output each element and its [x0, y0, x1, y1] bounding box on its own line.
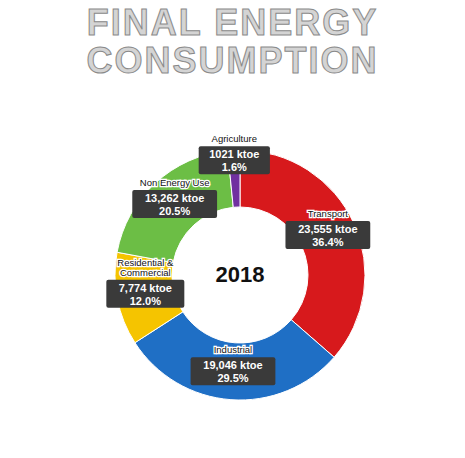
svg-text:23,555 ktoe: 23,555 ktoe	[298, 223, 357, 235]
svg-text:Non Energy Use: Non Energy Use	[140, 177, 210, 188]
svg-text:1.6%: 1.6%	[222, 161, 247, 173]
html-text:2018: 2018	[215, 262, 265, 287]
svg-text:19,046 ktoe: 19,046 ktoe	[203, 359, 262, 371]
svg-text:Industrial: Industrial	[214, 344, 253, 355]
html-text:FINAL ENERGY CONSUMPTION: FINAL ENERGY CONSUMPTION	[86, 2, 379, 81]
svg-text:12.0%: 12.0%	[130, 295, 161, 307]
svg-text:20.5%: 20.5%	[159, 205, 190, 217]
svg-text:Commercial: Commercial	[120, 267, 171, 278]
svg-text:Agriculture: Agriculture	[212, 133, 257, 144]
svg-text:29.5%: 29.5%	[217, 372, 248, 384]
svg-text:13,262 ktoe: 13,262 ktoe	[145, 192, 204, 204]
svg-text:1021 ktoe: 1021 ktoe	[209, 148, 259, 160]
svg-text:7,774 ktoe: 7,774 ktoe	[119, 282, 172, 294]
svg-text:Transport: Transport	[308, 208, 349, 219]
svg-text:36.4%: 36.4%	[312, 236, 343, 248]
svg-text:Residential &: Residential &	[117, 256, 174, 268]
